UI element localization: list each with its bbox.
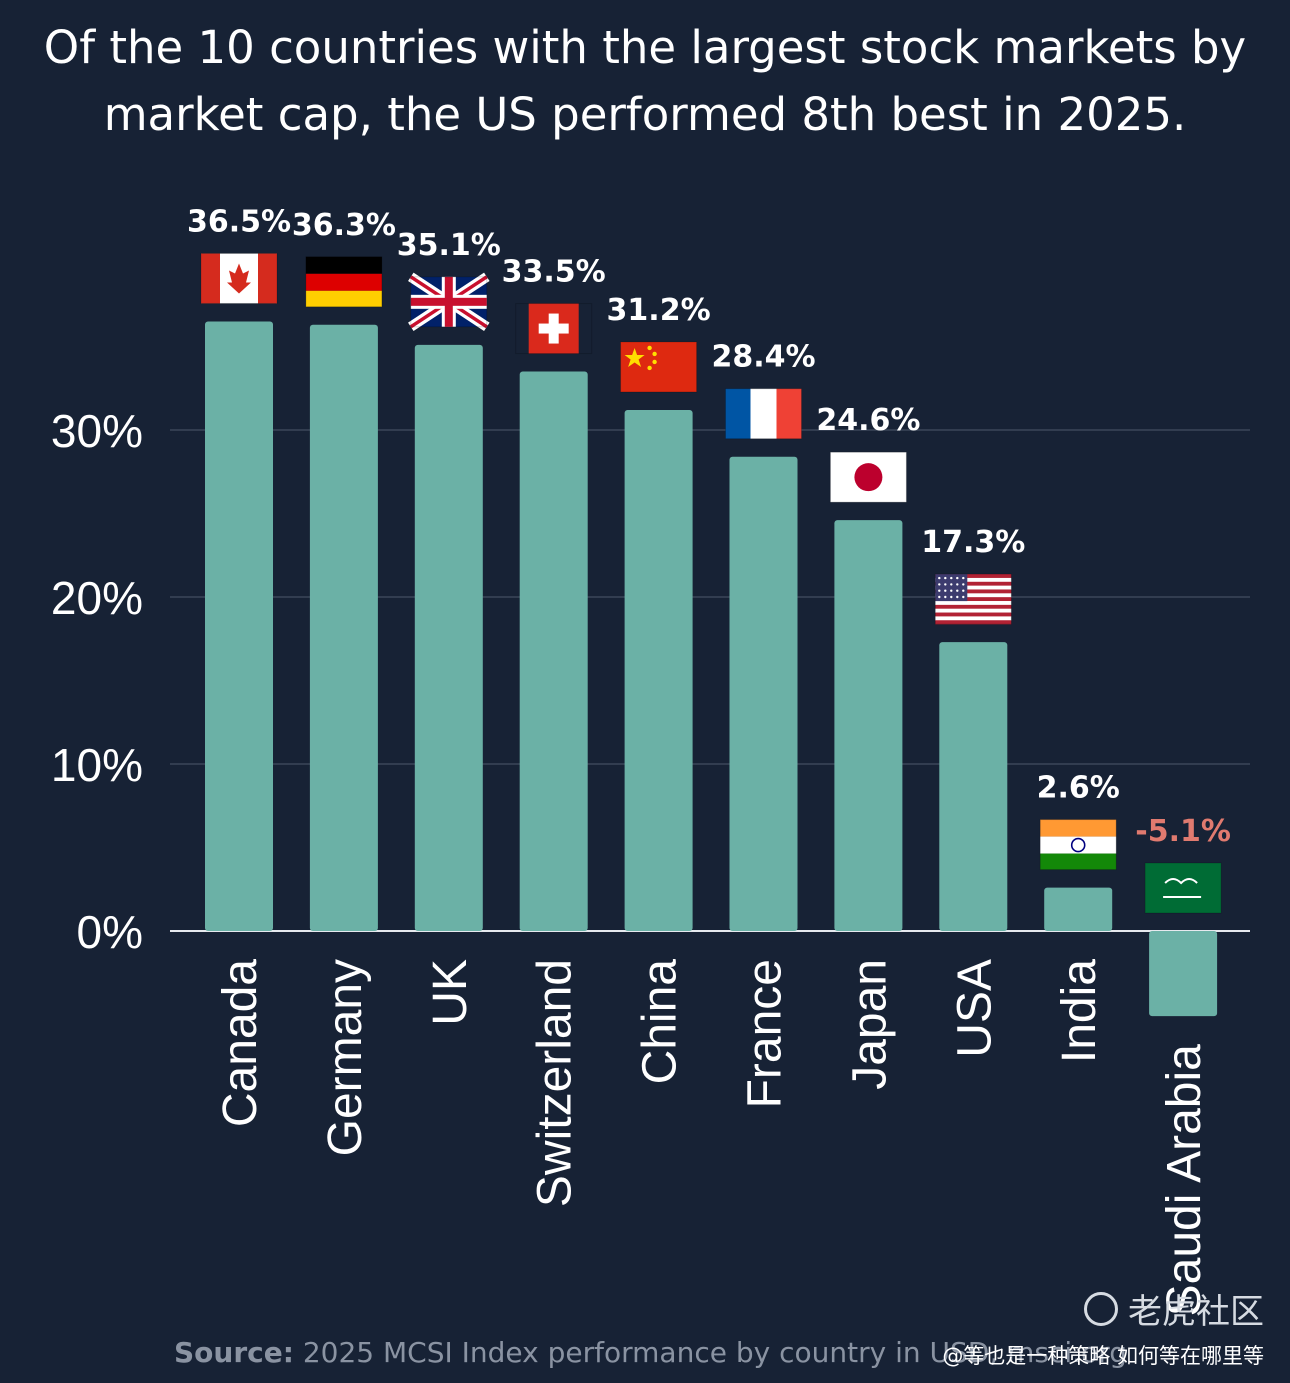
chart-title-line-2: market cap, the US performed 8th best in… — [103, 88, 1187, 141]
category-label: Canada — [214, 959, 267, 1127]
flags — [200, 252, 1222, 914]
y-tick-label: 0% — [77, 906, 143, 958]
bar — [834, 520, 903, 931]
y-tick-label: 10% — [51, 739, 143, 791]
y-axis-ticks: 0% 10% 20% 30% — [51, 405, 143, 958]
bar — [1044, 887, 1113, 931]
flag-china-icon — [620, 341, 698, 393]
category-label: Switzerland — [529, 959, 582, 1207]
bar — [939, 642, 1008, 931]
watermark-brand: 老虎社区 — [1128, 1292, 1264, 1332]
flag-usa-icon — [934, 573, 1012, 625]
data-label: 36.3% — [292, 208, 396, 243]
data-label: 33.5% — [502, 255, 606, 290]
data-label: 28.4% — [711, 340, 815, 375]
y-tick-label: 30% — [51, 405, 143, 457]
flag-france-icon — [725, 388, 802, 440]
watermark-handle: @等也是一种策略 如何等在哪里等 — [942, 1344, 1264, 1368]
data-label: 2.6% — [1037, 771, 1120, 806]
data-label: 17.3% — [921, 525, 1025, 560]
flag-japan-icon — [829, 451, 907, 503]
flag-germany-icon — [305, 256, 383, 308]
source-note: Source: 2025 MCSI Index performance by c… — [174, 1336, 1127, 1369]
flag-saudi-arabia-icon — [1144, 862, 1222, 914]
bar — [1149, 931, 1218, 1017]
tiger-logo-icon — [1084, 1291, 1118, 1326]
category-labels: Canada Germany UK Switzerland China France Jap… — [214, 959, 1211, 1317]
data-label: 35.1% — [397, 228, 501, 263]
flag-canada-icon — [200, 252, 278, 304]
data-label: 24.6% — [816, 403, 920, 438]
category-label: UK — [424, 959, 477, 1026]
category-label: Japan — [843, 959, 896, 1090]
watermark: 老虎社区 — [1084, 1284, 1264, 1333]
flag-india-icon — [1039, 819, 1117, 871]
category-label: Saudi Arabia — [1158, 1044, 1211, 1317]
flag-switzerland-icon — [515, 303, 593, 355]
data-label: -5.1% — [1135, 814, 1231, 849]
bar — [729, 456, 798, 931]
bar — [205, 321, 273, 931]
data-labels: 36.5% 36.3%35.1%33.5%31.2%28.4%24.6% 17.3%… — [187, 204, 1231, 849]
data-label: 31.2% — [607, 293, 711, 328]
data-label: 36.5% — [187, 204, 291, 239]
category-label: USA — [948, 959, 1001, 1058]
category-label: India — [1053, 959, 1106, 1063]
bar — [624, 409, 693, 932]
category-label: Germany — [319, 959, 372, 1156]
bar — [414, 344, 483, 932]
chart-title: Of the 10 countries with the largest sto… — [0, 14, 1290, 148]
category-label: China — [634, 959, 687, 1085]
chart-title-line-1: Of the 10 countries with the largest sto… — [43, 21, 1247, 74]
y-tick-label: 20% — [51, 572, 143, 624]
bar — [309, 324, 378, 931]
bars — [205, 321, 1218, 1017]
source-label: Source: — [174, 1336, 294, 1369]
source-text: 2025 MCSI Index performance by country i… — [302, 1336, 1127, 1369]
bar — [519, 371, 588, 931]
category-label: France — [739, 959, 792, 1108]
flag-uk-icon — [408, 272, 490, 332]
